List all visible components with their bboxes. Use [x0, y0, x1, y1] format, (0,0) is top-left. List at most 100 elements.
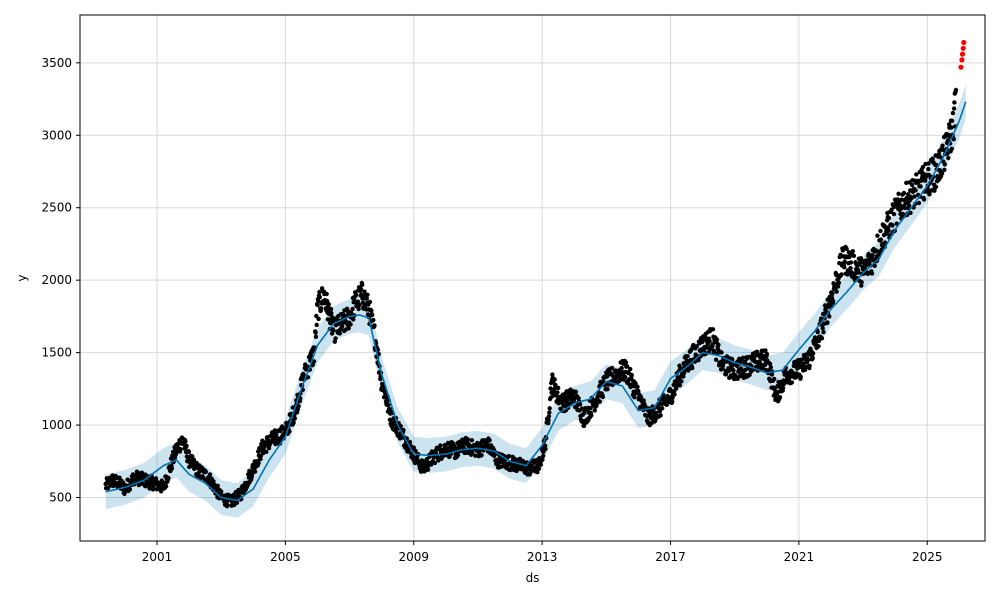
observed-point [807, 363, 812, 368]
observed-point [432, 460, 438, 466]
observed-point [777, 395, 783, 400]
x-tick-label: 2001 [142, 550, 173, 564]
observed-point [632, 395, 637, 400]
observed-point [694, 344, 699, 349]
observed-point [768, 365, 773, 370]
observed-point [211, 479, 216, 484]
observed-point [169, 466, 175, 471]
observed-point [840, 248, 845, 253]
observed-point [163, 484, 169, 489]
observed-point [681, 374, 686, 379]
observed-point [465, 437, 470, 442]
y-tick-label: 500 [49, 491, 72, 505]
observed-point [479, 453, 484, 458]
observed-point [548, 386, 553, 391]
observed-point [672, 392, 677, 397]
observed-point [324, 291, 329, 297]
observed-point [360, 296, 365, 301]
observed-point [886, 228, 891, 233]
observed-point [933, 184, 939, 190]
observed-point [258, 456, 263, 462]
trend-line [105, 101, 967, 502]
observed-point [801, 361, 806, 366]
recent-point [961, 39, 967, 46]
observed-point [719, 350, 724, 355]
observed-point [624, 364, 630, 369]
observed-point [670, 399, 675, 404]
observed-point [356, 306, 361, 312]
observed-point [219, 489, 224, 494]
x-tick-label: 2021 [784, 550, 815, 564]
observed-point [906, 203, 912, 208]
observed-point [592, 408, 597, 413]
y-axis-ticks: 500 1000 1500 2000 2500 3000 3500 [41, 56, 80, 505]
observed-point [815, 329, 820, 335]
x-tick-label: 2025 [912, 550, 943, 564]
observed-point [350, 306, 355, 312]
observed-point [581, 423, 587, 429]
observed-point [340, 311, 346, 317]
observed-point [945, 151, 950, 156]
observed-point [660, 406, 665, 411]
observed-point [333, 336, 338, 341]
observed-point [859, 280, 864, 285]
observed-point [856, 270, 861, 275]
plot-frame [79, 14, 986, 542]
observed-point [723, 372, 729, 377]
observed-point [158, 489, 164, 494]
observed-point [633, 381, 638, 386]
observed-point [942, 167, 947, 172]
observed-point [351, 317, 356, 322]
observed-point [329, 310, 334, 316]
observed-point [413, 448, 418, 454]
observed-point [362, 289, 367, 294]
y-tick-label: 1000 [41, 418, 72, 432]
observed-point [740, 355, 746, 360]
observed-point [872, 263, 877, 268]
observed-point [455, 453, 461, 458]
observed-point [772, 376, 777, 382]
observed-point [317, 294, 322, 300]
observed-point [359, 292, 364, 297]
observed-point [234, 500, 240, 505]
observed-point [540, 457, 545, 462]
observed-point [761, 353, 766, 359]
observed-point [487, 438, 492, 443]
observed-point [249, 473, 255, 478]
observed-point [386, 402, 391, 408]
observed-point [367, 299, 373, 305]
observed-point [878, 228, 883, 234]
observed-point [946, 122, 952, 127]
observed-point [316, 299, 321, 304]
observed-point [923, 178, 928, 183]
observed-point [875, 233, 880, 238]
observed-point [369, 308, 374, 313]
observed-point [798, 374, 803, 379]
observed-point [314, 322, 319, 328]
uncertainty-band [105, 84, 966, 518]
observed-point [951, 137, 956, 142]
observed-point [550, 372, 555, 377]
observed-point [166, 475, 171, 481]
observed-point [225, 502, 230, 508]
observed-point [317, 289, 322, 295]
observed-point [153, 476, 159, 481]
observed-point [921, 197, 927, 202]
observed-point [810, 351, 816, 356]
observed-point [552, 377, 557, 382]
observed-point [752, 355, 757, 360]
observed-point [658, 413, 663, 418]
observed-point [848, 260, 854, 265]
observed-point [292, 416, 297, 421]
observed-point [909, 182, 915, 188]
observed-point [337, 331, 342, 336]
observed-point [764, 351, 770, 357]
observed-point [913, 188, 918, 193]
observed-point [720, 363, 726, 368]
observed-point [381, 386, 386, 391]
uncertainty-band-area [105, 84, 966, 518]
observed-point [858, 256, 864, 261]
observed-point [296, 404, 301, 409]
observed-point [383, 391, 388, 396]
